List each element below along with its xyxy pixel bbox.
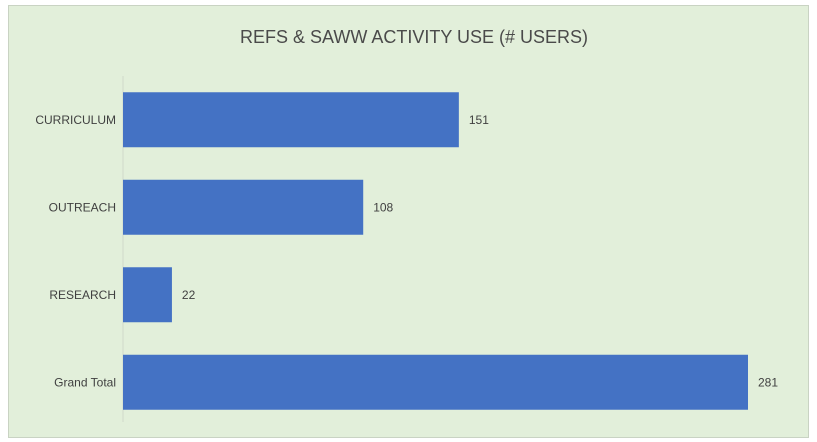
- data-label-grand-total: 281: [758, 375, 778, 389]
- chart-area: REFS & SAWW ACTIVITY USE (# USERS) CURRI…: [8, 5, 809, 438]
- data-labels: 151 108 22 281: [182, 113, 778, 390]
- data-label-research: 22: [182, 288, 196, 302]
- bar-chart: REFS & SAWW ACTIVITY USE (# USERS) CURRI…: [35, 27, 778, 422]
- category-labels: CURRICULUM OUTREACH RESEARCH Grand Total: [35, 113, 116, 390]
- chart-title: REFS & SAWW ACTIVITY USE (# USERS): [240, 27, 588, 47]
- bar-curriculum: [123, 92, 459, 148]
- category-label-curriculum: CURRICULUM: [35, 113, 116, 127]
- bar-outreach: [123, 179, 364, 235]
- category-label-grand-total: Grand Total: [54, 375, 116, 389]
- data-label-curriculum: 151: [469, 113, 489, 127]
- bars-group: [123, 92, 748, 410]
- bar-research: [123, 267, 172, 323]
- category-label-research: RESEARCH: [49, 288, 116, 302]
- category-label-outreach: OUTREACH: [49, 200, 116, 214]
- data-label-outreach: 108: [373, 200, 393, 214]
- bar-grand-total: [123, 354, 748, 410]
